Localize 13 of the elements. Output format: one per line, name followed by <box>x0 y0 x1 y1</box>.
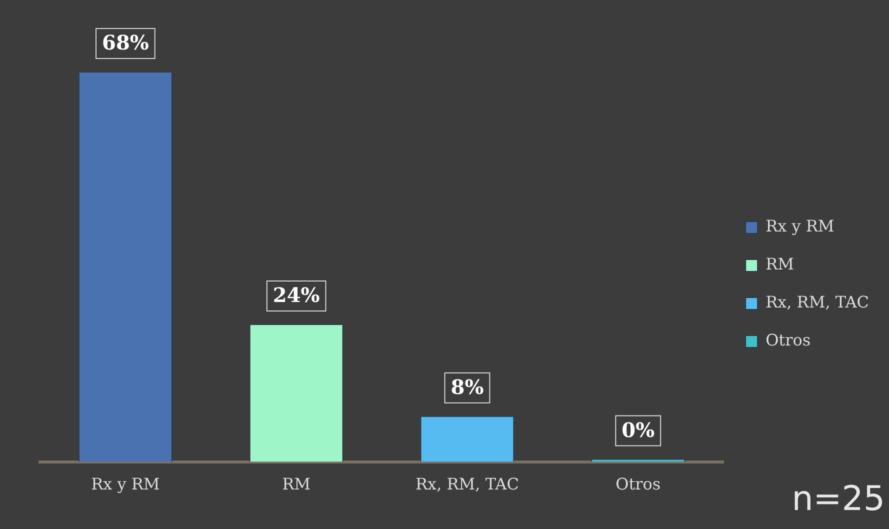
data-label: 68% <box>102 30 149 55</box>
data-label: 8% <box>450 375 484 400</box>
legend-label: Rx y RM <box>766 216 834 236</box>
text: n=25 <box>792 479 885 519</box>
x-tick-label: Otros <box>616 474 661 494</box>
data-label: 24% <box>272 283 320 308</box>
legend-label: Rx, RM, TAC <box>766 292 869 312</box>
x-tick-label: Rx, RM, TAC <box>416 474 519 494</box>
legend-label: RM <box>766 254 794 274</box>
legend-label: Otros <box>766 330 811 350</box>
x-tick-label: RM <box>282 474 311 494</box>
data-label: 0% <box>622 418 655 442</box>
x-tick-label: Rx y RM <box>91 474 160 494</box>
